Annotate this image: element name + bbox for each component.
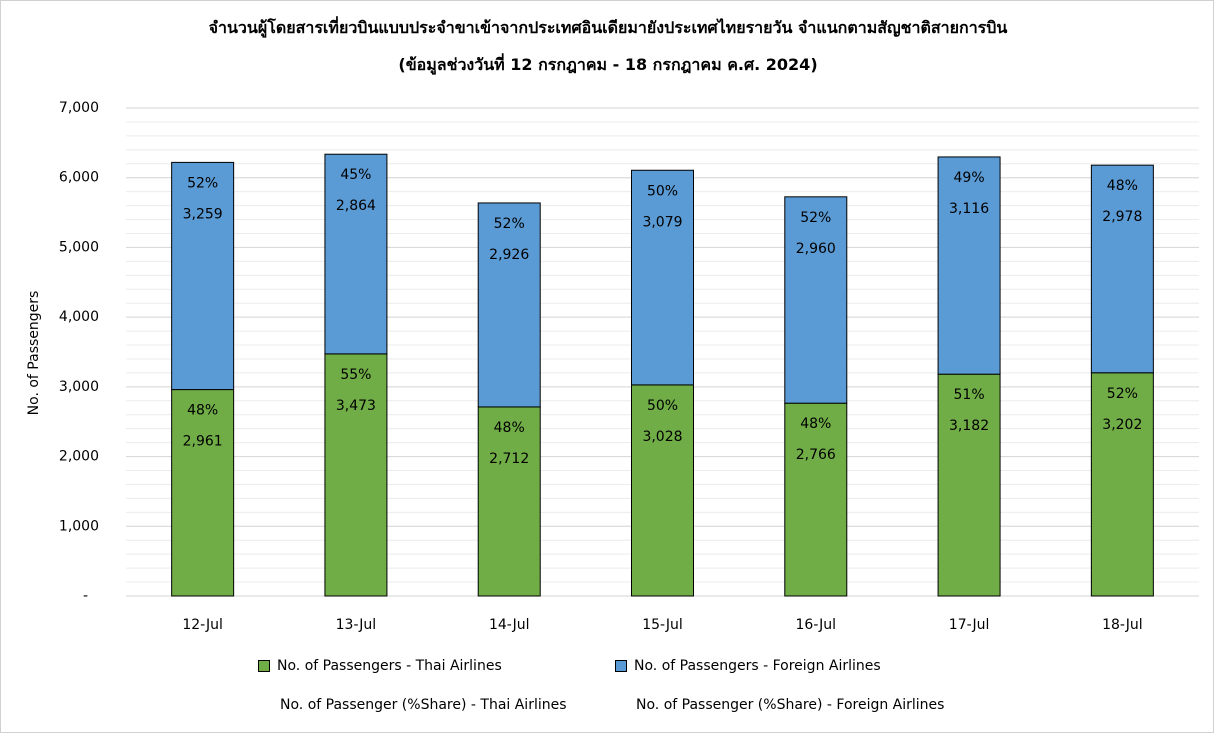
data-label-value-thai: 2,961 xyxy=(183,434,223,450)
data-label-value-thai: 3,028 xyxy=(642,429,682,445)
bar-thai-airlines xyxy=(784,402,848,597)
data-label-share-foreign: 52% xyxy=(494,216,525,232)
x-tick-label: 15-Jul xyxy=(642,617,683,633)
legend-label-foreign: No. of Passengers - Foreign Airlines xyxy=(634,658,881,674)
bar-thai-airlines xyxy=(937,373,1001,597)
bar-foreign-airlines xyxy=(477,202,541,408)
y-tick-label: 1,000 xyxy=(59,518,99,534)
bar-foreign-airlines xyxy=(631,169,694,386)
data-label-value-thai: 2,766 xyxy=(796,447,836,463)
legend-swatch-foreign xyxy=(615,660,627,672)
data-label-share-thai: 52% xyxy=(1107,386,1138,402)
bar-thai-airlines xyxy=(631,384,694,597)
y-tick-label: 3,000 xyxy=(59,379,99,395)
bar-thai-airlines xyxy=(1090,372,1154,597)
data-label-value-thai: 3,202 xyxy=(1102,417,1142,433)
legend-item-share-thai: No. of Passenger (%Share) - Thai Airline… xyxy=(280,697,567,713)
data-label-share-thai: 50% xyxy=(647,398,678,414)
chart-title: จำนวนผู้โดยสารเที่ยวบินแบบประจำขาเข้าจาก… xyxy=(208,18,1008,37)
legend-item-thai: No. of Passengers - Thai Airlines xyxy=(258,658,502,674)
legend-label-share-foreign: No. of Passenger (%Share) - Foreign Airl… xyxy=(636,697,945,713)
y-tick-label: 4,000 xyxy=(59,309,99,325)
x-tick-label: 16-Jul xyxy=(796,617,837,633)
data-label-share-foreign: 49% xyxy=(954,170,985,186)
data-label-value-foreign: 2,960 xyxy=(796,241,836,257)
data-label-share-foreign: 50% xyxy=(647,183,678,199)
data-label-share-thai: 48% xyxy=(187,403,218,419)
chart-subtitle: (ข้อมูลช่วงวันที่ 12 กรกฎาคม - 18 กรกฎาค… xyxy=(398,55,818,74)
bar-foreign-airlines xyxy=(784,196,848,404)
data-label-share-foreign: 45% xyxy=(340,167,371,183)
bar-thai-airlines xyxy=(171,389,235,597)
data-label-value-foreign: 2,926 xyxy=(489,247,529,263)
bar-foreign-airlines xyxy=(324,153,388,355)
bar-thai-airlines xyxy=(324,353,388,597)
x-tick-label: 14-Jul xyxy=(489,617,530,633)
bar-thai-airlines xyxy=(477,406,541,597)
x-tick-label: 12-Jul xyxy=(182,617,223,633)
data-label-value-thai: 3,182 xyxy=(949,418,989,434)
data-label-value-foreign: 3,079 xyxy=(642,214,682,230)
data-label-share-thai: 48% xyxy=(494,420,525,436)
legend-swatch-thai xyxy=(258,660,270,672)
y-tick-label: - xyxy=(83,588,88,604)
data-label-share-foreign: 52% xyxy=(187,175,218,191)
data-label-value-thai: 2,712 xyxy=(489,451,529,467)
legend-label-share-thai: No. of Passenger (%Share) - Thai Airline… xyxy=(280,697,567,713)
bar-foreign-airlines xyxy=(171,161,235,391)
x-tick-label: 18-Jul xyxy=(1102,617,1143,633)
data-label-share-thai: 51% xyxy=(954,387,985,403)
data-label-value-foreign: 3,259 xyxy=(183,206,223,222)
data-label-value-foreign: 2,978 xyxy=(1102,209,1142,225)
data-label-share-thai: 55% xyxy=(340,367,371,383)
data-label-value-foreign: 2,864 xyxy=(336,198,376,214)
bar-foreign-airlines xyxy=(937,156,1001,375)
bar-foreign-airlines xyxy=(1090,164,1154,374)
x-tick-label: 13-Jul xyxy=(336,617,377,633)
y-tick-label: 2,000 xyxy=(59,449,99,465)
y-tick-label: 6,000 xyxy=(59,170,99,186)
data-label-share-thai: 48% xyxy=(800,416,831,432)
x-tick-label: 17-Jul xyxy=(949,617,990,633)
data-label-share-foreign: 48% xyxy=(1107,178,1138,194)
y-tick-label: 5,000 xyxy=(59,239,99,255)
data-label-value-foreign: 3,116 xyxy=(949,201,989,217)
legend-item-foreign: No. of Passengers - Foreign Airlines xyxy=(615,658,881,674)
legend-item-share-foreign: No. of Passenger (%Share) - Foreign Airl… xyxy=(636,697,944,713)
data-label-share-foreign: 52% xyxy=(800,210,831,226)
legend-label-thai: No. of Passengers - Thai Airlines xyxy=(277,658,502,674)
data-label-value-thai: 3,473 xyxy=(336,398,376,414)
y-tick-label: 7,000 xyxy=(59,100,99,116)
